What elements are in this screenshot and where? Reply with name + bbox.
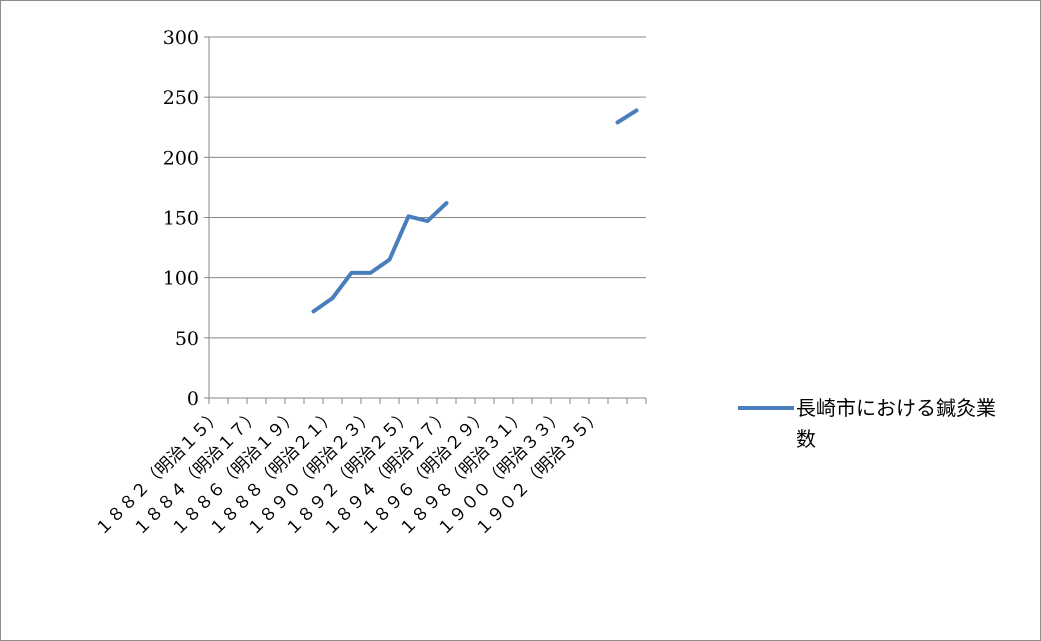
legend-swatch	[738, 406, 794, 410]
legend-label: 長崎市における鍼灸業数	[796, 396, 996, 451]
y-tick-label: 50	[175, 328, 199, 350]
y-tick-label: 250	[163, 87, 199, 109]
y-tick-label: 300	[163, 27, 199, 49]
y-tick-label: 100	[163, 268, 199, 290]
series-line	[311, 201, 449, 314]
y-tick-label: 150	[163, 208, 199, 230]
y-tick-label: 200	[163, 147, 199, 169]
series-line	[615, 108, 639, 125]
y-tick-label: 0	[187, 388, 199, 410]
